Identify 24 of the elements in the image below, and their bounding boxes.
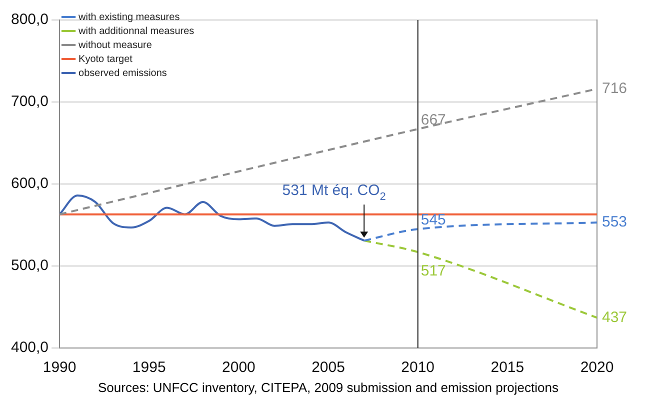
x-tick-label: 2010 — [401, 359, 435, 376]
y-tick-label: 700,0 — [10, 93, 49, 110]
annotation: 437 — [602, 308, 628, 326]
source-note: Sources: UNFCC inventory, CITEPA, 2009 submission and emission projections — [97, 380, 560, 395]
x-tick-label: 2005 — [312, 359, 345, 376]
x-tick-label: 1990 — [42, 359, 76, 376]
legend-label: with existing measures — [78, 12, 180, 23]
y-tick-label: 600,0 — [10, 175, 49, 192]
legend-label: without measure — [78, 40, 152, 51]
y-tick-label: 800,0 — [10, 11, 49, 28]
legend-label: Kyoto target — [78, 54, 133, 65]
legend-label: with additionnal measures — [78, 26, 194, 37]
y-tick-label: 400,0 — [10, 339, 49, 356]
x-tick-label: 2020 — [580, 359, 614, 376]
annotation: 667 — [420, 112, 446, 129]
annotation: 716 — [602, 80, 628, 98]
annotation: 545 — [420, 212, 446, 229]
x-tick-label: 1995 — [132, 359, 166, 376]
annotation: 517 — [420, 262, 446, 280]
x-tick-label: 2000 — [222, 359, 256, 376]
y-tick-label: 500,0 — [10, 257, 49, 274]
legend-label: observed emissions — [78, 68, 167, 79]
annotation: 553 — [602, 214, 628, 231]
x-tick-label: 2015 — [490, 359, 524, 376]
